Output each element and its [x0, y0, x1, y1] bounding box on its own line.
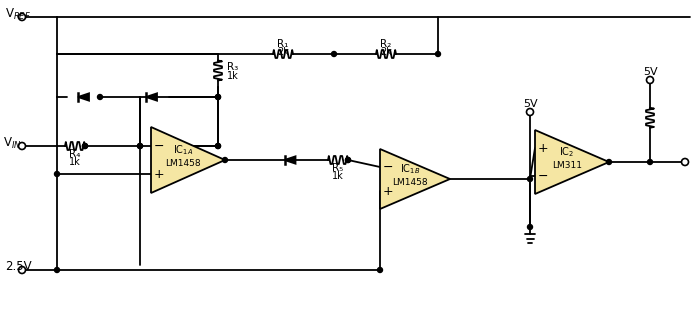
Circle shape: [346, 157, 351, 163]
Circle shape: [332, 52, 337, 56]
Circle shape: [216, 94, 220, 99]
Polygon shape: [146, 93, 157, 101]
Text: +: +: [538, 141, 548, 155]
Circle shape: [648, 159, 652, 165]
Circle shape: [97, 94, 102, 99]
Circle shape: [647, 77, 654, 83]
Circle shape: [223, 157, 228, 163]
Circle shape: [528, 176, 533, 182]
Circle shape: [216, 94, 220, 99]
Polygon shape: [284, 156, 295, 164]
Circle shape: [83, 144, 88, 148]
Polygon shape: [380, 149, 450, 209]
Circle shape: [55, 172, 60, 176]
Text: IC$_{2}$: IC$_{2}$: [559, 145, 575, 159]
Text: 1k: 1k: [332, 171, 344, 181]
Circle shape: [377, 268, 382, 272]
Text: LM1458: LM1458: [392, 177, 428, 186]
Circle shape: [18, 14, 25, 21]
Text: R₃: R₃: [227, 62, 238, 71]
Text: LM1458: LM1458: [165, 158, 201, 167]
Circle shape: [18, 267, 25, 273]
Text: R₅: R₅: [332, 163, 344, 173]
Circle shape: [526, 109, 533, 116]
Text: −: −: [383, 160, 393, 174]
Text: 2k: 2k: [380, 47, 392, 57]
Text: 2.5V: 2.5V: [5, 260, 32, 273]
Circle shape: [528, 224, 533, 230]
Text: R₁: R₁: [277, 39, 288, 49]
Text: +: +: [383, 185, 393, 197]
Circle shape: [55, 268, 60, 272]
Circle shape: [606, 159, 612, 165]
Text: 1k: 1k: [227, 71, 239, 80]
Text: 1k: 1k: [69, 157, 81, 167]
Text: −: −: [538, 169, 548, 183]
Circle shape: [216, 144, 220, 148]
Text: 5V: 5V: [523, 99, 538, 109]
Text: R₂: R₂: [380, 39, 391, 49]
Circle shape: [137, 144, 143, 148]
Polygon shape: [151, 127, 225, 193]
Circle shape: [435, 52, 440, 56]
Circle shape: [682, 158, 689, 166]
Text: V$_{IN}$: V$_{IN}$: [3, 136, 22, 151]
Text: V$_{REF}$: V$_{REF}$: [5, 6, 31, 22]
Text: −: −: [154, 139, 164, 153]
Circle shape: [216, 144, 220, 148]
Polygon shape: [535, 130, 609, 194]
Text: LM311: LM311: [552, 160, 582, 169]
Text: R₄: R₄: [69, 149, 80, 159]
Circle shape: [18, 143, 25, 149]
Circle shape: [137, 144, 143, 148]
Text: IC$_{1A}$: IC$_{1A}$: [173, 143, 193, 157]
Polygon shape: [78, 93, 89, 101]
Text: +: +: [154, 167, 164, 181]
Circle shape: [346, 157, 351, 163]
Text: IC$_{1B}$: IC$_{1B}$: [400, 162, 420, 176]
Text: 5V: 5V: [643, 67, 657, 77]
Text: 2k: 2k: [277, 47, 289, 57]
Circle shape: [83, 144, 88, 148]
